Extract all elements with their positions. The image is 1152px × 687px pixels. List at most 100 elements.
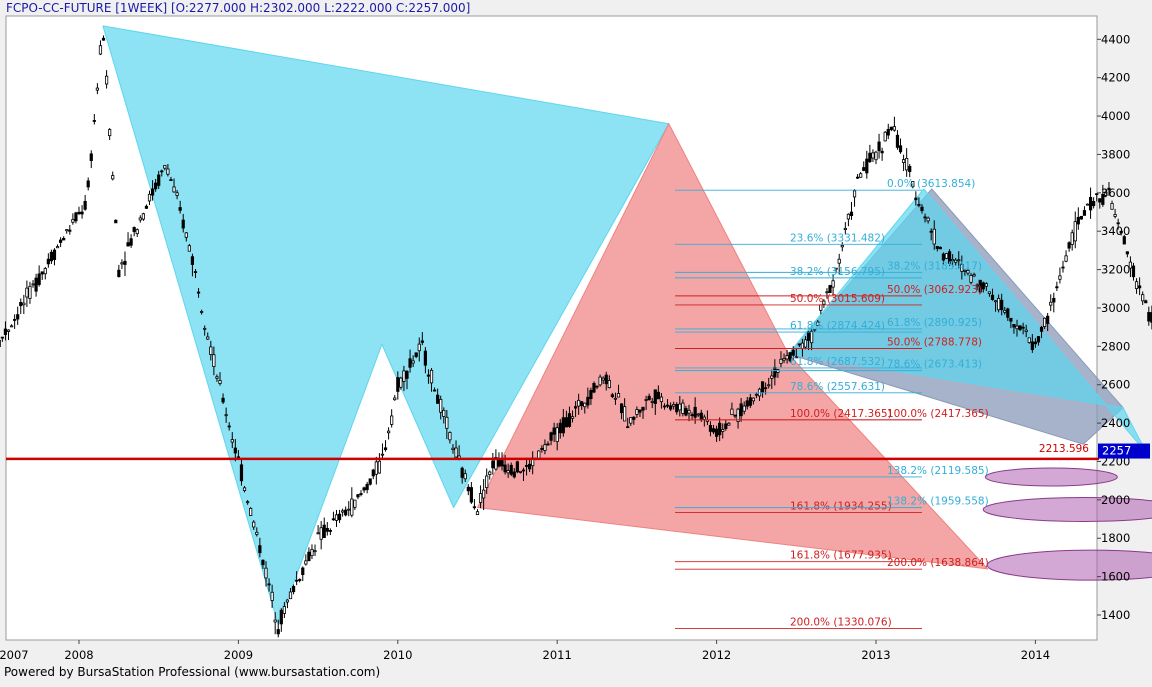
candle-body (166, 168, 170, 175)
candle-382 (1088, 187, 1093, 219)
candle-249 (681, 399, 685, 417)
candle-body (613, 397, 618, 400)
fib-level-14: 138.2% (2119.585) (675, 465, 989, 478)
candle-330 (929, 228, 933, 241)
fib-level-16: 138.2% (1959.558) (675, 496, 989, 509)
candle-65 (117, 264, 121, 278)
candle-355 (1006, 307, 1010, 321)
candle-body (690, 414, 694, 417)
candle-380 (1082, 206, 1087, 216)
candle-102 (230, 432, 234, 449)
candle-63 (111, 171, 115, 181)
candle-body (515, 461, 519, 473)
candle-body (849, 211, 854, 217)
fib-level-0: 0.0% (3613.854) (675, 178, 975, 191)
candle-206 (549, 431, 553, 446)
fib-level-3: 38.2% (3156.795) (675, 266, 922, 279)
candle-body (696, 413, 700, 416)
candle-172 (445, 409, 449, 440)
y-tick-label-0: 1400 (1101, 608, 1130, 622)
candle-38 (34, 273, 38, 297)
candle-body (715, 428, 719, 437)
candle-body (233, 447, 237, 454)
candle-158 (402, 365, 406, 392)
fib-label: 138.2% (1959.558) (887, 496, 989, 508)
fib-label: 61.8% (2874.424) (790, 320, 885, 332)
candle-359 (1018, 325, 1022, 332)
candle-body (509, 464, 513, 475)
candle-36 (28, 281, 32, 304)
candle-body (59, 239, 63, 243)
x-tick-label-3: 2010 (383, 648, 412, 662)
candle-body (908, 166, 912, 172)
candle-body (718, 422, 722, 436)
candle-244 (665, 399, 670, 409)
candle-body (886, 128, 890, 136)
candle-309 (865, 150, 869, 179)
candle-53 (80, 205, 84, 219)
candle-body (868, 152, 872, 163)
support-label: 2213.596 (1039, 443, 1089, 455)
candle-267 (736, 407, 740, 429)
candle-body (1098, 198, 1102, 203)
candle-body (543, 444, 547, 451)
candle-39 (37, 265, 41, 287)
candle-61 (104, 70, 109, 89)
candle-318 (892, 116, 896, 132)
candle-216 (580, 400, 584, 410)
candle-body (745, 400, 749, 407)
candle-222 (598, 374, 602, 387)
candle-body (169, 179, 173, 181)
candle-body (429, 369, 434, 384)
y-tick-label-7: 2800 (1101, 339, 1130, 353)
candle-body (92, 120, 96, 122)
candle-192 (506, 463, 510, 478)
candle-body (929, 230, 933, 233)
candle-240 (653, 389, 657, 415)
candle-60 (101, 35, 106, 41)
candle-body (111, 175, 115, 180)
candle-262 (721, 423, 725, 439)
candle-77 (154, 178, 158, 192)
candle-140 (347, 501, 351, 517)
candle-body (708, 424, 713, 432)
candle-body (589, 390, 593, 400)
candle-body (466, 486, 470, 492)
candle-body (350, 498, 354, 516)
candle-body (9, 325, 14, 328)
candle-43 (49, 249, 54, 265)
candle-body (521, 469, 526, 472)
candle-body (834, 267, 838, 270)
candle-body (767, 384, 771, 387)
candle-body (626, 426, 630, 429)
candle-195 (515, 460, 519, 474)
candle-167 (429, 368, 434, 392)
candle-387 (1104, 188, 1108, 198)
candle-body (203, 327, 207, 330)
candle-body (1046, 315, 1050, 324)
candle-67 (123, 251, 127, 277)
candle-body (478, 493, 483, 503)
candle-body (448, 432, 452, 441)
candle-body (1049, 301, 1053, 306)
candle-body (727, 422, 731, 426)
candle-286 (794, 348, 798, 359)
candle-body (764, 387, 768, 390)
candle-body (920, 206, 924, 212)
candle-body (117, 269, 121, 278)
candle-125 (301, 566, 305, 582)
candle-body (331, 518, 336, 521)
candle-56 (89, 150, 93, 169)
candle-body (635, 409, 639, 415)
candle-body (672, 404, 676, 407)
candle-body (932, 228, 936, 245)
candle-247 (675, 402, 679, 415)
candle-173 (448, 431, 452, 444)
fib-label: 38.2% (3156.795) (790, 266, 885, 278)
candle-body (1009, 317, 1013, 322)
candle-367 (1042, 317, 1047, 330)
candle-body (485, 475, 489, 489)
candle-body (249, 507, 253, 516)
